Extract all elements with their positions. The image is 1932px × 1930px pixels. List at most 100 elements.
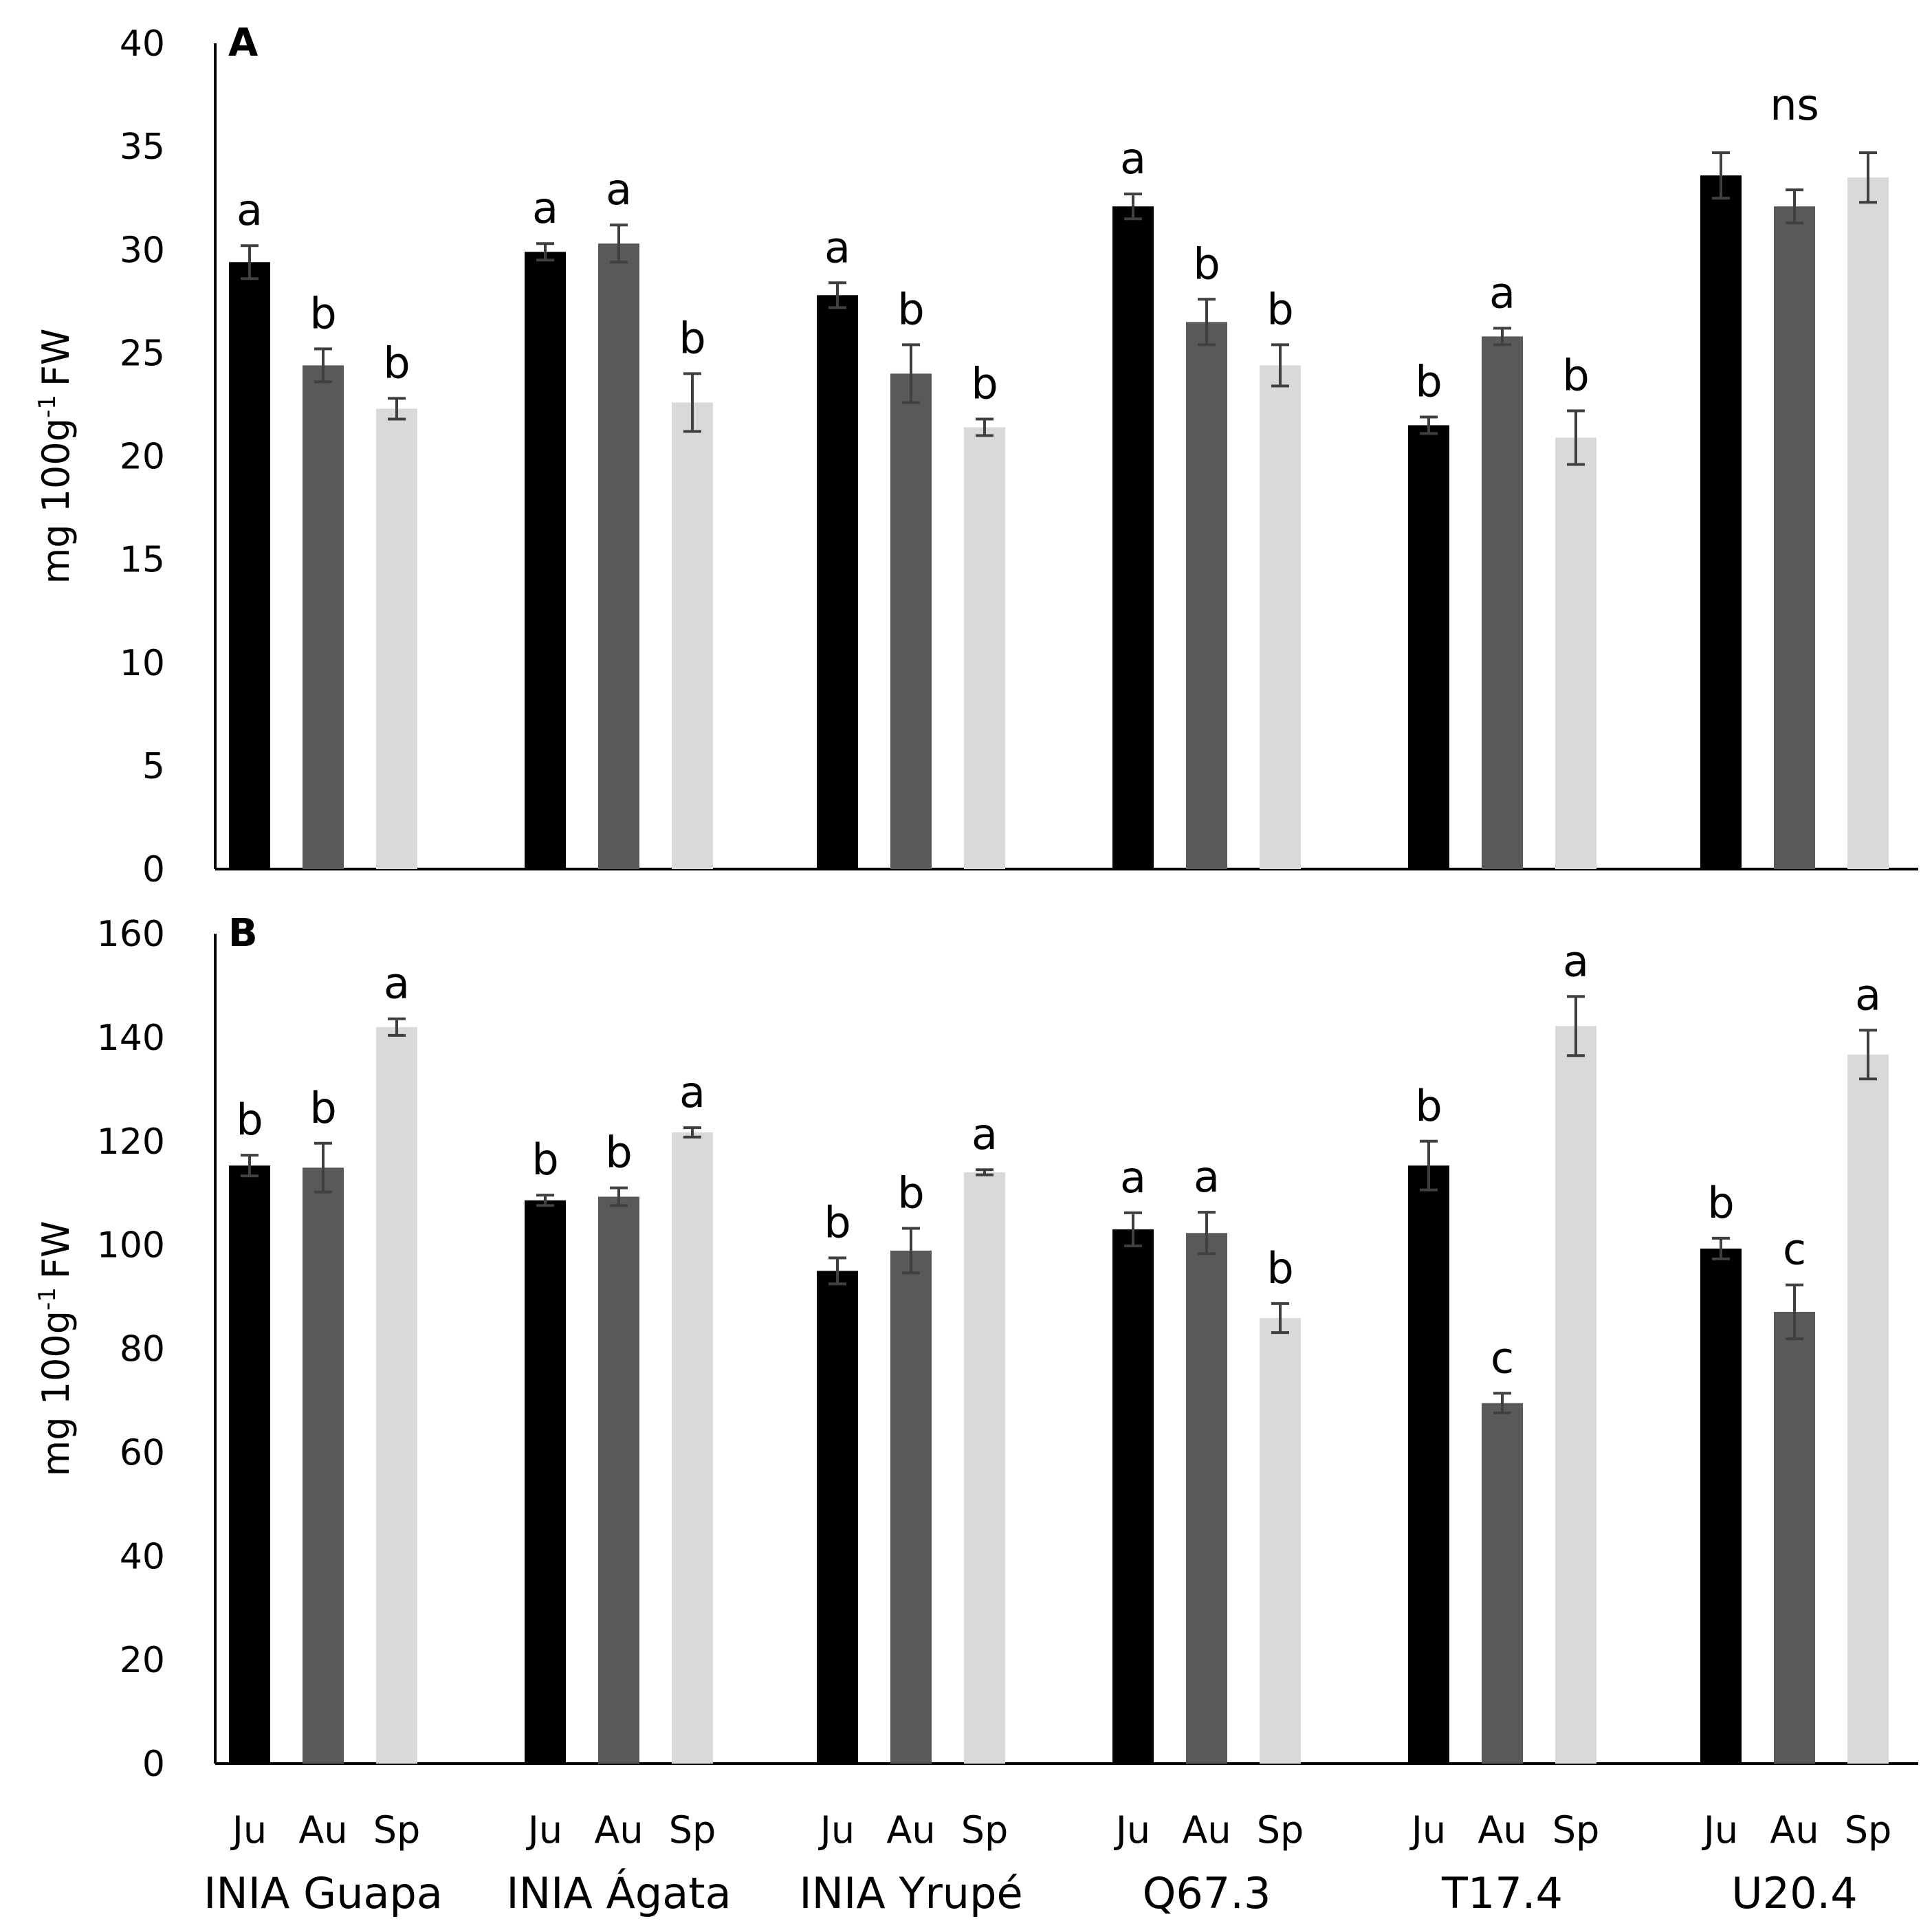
error-bar	[828, 1256, 846, 1286]
bar-ju	[1700, 1248, 1742, 1764]
x-category-label: Ju	[1409, 1808, 1446, 1852]
error-bar	[1198, 298, 1216, 347]
bar-sp	[376, 408, 417, 869]
significance-label: a	[606, 164, 632, 215]
significance-label: a	[1194, 1152, 1220, 1202]
x-category-label: Au	[1478, 1808, 1526, 1852]
significance-label: a	[1855, 969, 1881, 1020]
y-tick-label: 10	[120, 643, 165, 684]
bar-au	[1774, 206, 1815, 869]
significance-label: a	[1489, 267, 1515, 318]
error-bar	[1567, 409, 1585, 466]
error-bar	[388, 397, 406, 421]
significance-label-ns: ns	[1770, 80, 1819, 130]
error-bar	[1124, 1211, 1142, 1248]
error-bar	[1198, 1211, 1216, 1255]
y-axis-label-sup: -1	[34, 395, 61, 418]
bar-sp	[1260, 365, 1301, 869]
x-category-label: Sp	[1257, 1808, 1304, 1852]
x-category-label: Au	[594, 1808, 643, 1852]
x-category-label: Sp	[373, 1808, 421, 1852]
x-group-label: T17.4	[1441, 1868, 1563, 1918]
error-bar	[1420, 1139, 1438, 1192]
x-category-label: Ju	[1702, 1808, 1738, 1852]
bar-ju	[525, 252, 566, 869]
significance-label: b	[897, 1167, 924, 1218]
significance-label: a	[1120, 133, 1146, 184]
error-bar	[976, 417, 994, 437]
error-bar	[610, 1186, 628, 1207]
significance-label: b	[309, 288, 336, 338]
error-bar	[610, 223, 628, 264]
error-bar	[1567, 995, 1585, 1057]
significance-label: b	[309, 1083, 336, 1133]
bar-au	[303, 1167, 344, 1764]
significance-label: a	[972, 1109, 998, 1159]
bar-au	[1774, 1311, 1815, 1764]
x-category-label: Sp	[1552, 1808, 1600, 1852]
y-tick-label: 20	[120, 1640, 165, 1681]
y-axis-label-sup: -1	[34, 1287, 61, 1311]
bar-au	[598, 1196, 639, 1764]
x-group-label: U20.4	[1731, 1868, 1857, 1918]
bar-sp	[1260, 1317, 1301, 1764]
bar-ju	[1408, 425, 1449, 869]
error-bar	[536, 242, 554, 262]
y-tick-label: 15	[120, 540, 165, 581]
x-category-label: Ju	[230, 1808, 267, 1852]
error-bar	[976, 1168, 994, 1176]
significance-label: b	[605, 1128, 632, 1178]
y-axis-label-unit: FW	[34, 329, 78, 386]
y-tick-label: 80	[120, 1329, 165, 1370]
y-tick-label: 120	[97, 1121, 165, 1163]
bar-au	[1482, 1403, 1523, 1764]
bar-sp	[672, 1132, 713, 1764]
significance-label: a	[1120, 1152, 1146, 1203]
error-bar	[1124, 193, 1142, 221]
y-tick-label: 100	[97, 1225, 165, 1266]
y-tick-label: 25	[120, 333, 165, 374]
significance-label: c	[1491, 1333, 1514, 1383]
x-category-label: Au	[1182, 1808, 1231, 1852]
significance-label: a	[679, 1067, 705, 1117]
error-bar	[241, 1154, 259, 1178]
bar-au	[598, 243, 639, 869]
x-category-label: Au	[298, 1808, 347, 1852]
x-category-label: Ju	[818, 1808, 855, 1852]
error-bar	[314, 347, 332, 384]
bar-au	[303, 365, 344, 869]
y-tick-label: 60	[120, 1432, 165, 1473]
bar-ju	[1700, 175, 1742, 869]
error-bar	[241, 244, 259, 281]
bar-ju	[817, 1271, 858, 1764]
y-tick-label: 35	[120, 127, 165, 168]
bar-au	[890, 1250, 932, 1764]
x-group-label: INIA Guapa	[204, 1868, 443, 1918]
error-bar	[828, 281, 846, 309]
panel-label: A	[228, 21, 259, 65]
significance-label: b	[679, 313, 705, 363]
error-bar	[1786, 188, 1803, 225]
x-group-label: Q67.3	[1143, 1868, 1271, 1918]
error-bar	[536, 1194, 554, 1207]
y-tick-label: 40	[120, 1536, 165, 1577]
significance-label: b	[1562, 350, 1589, 400]
x-category-label: Au	[886, 1808, 935, 1852]
error-bar	[1493, 327, 1511, 347]
error-bar	[683, 1126, 701, 1139]
error-bar	[1420, 415, 1438, 435]
bar-au	[1186, 322, 1227, 869]
y-tick-label: 160	[97, 914, 165, 955]
significance-label: b	[1193, 239, 1220, 289]
error-bar	[1786, 1283, 1803, 1341]
significance-label: b	[1266, 1243, 1293, 1293]
bar-ju	[229, 1165, 270, 1764]
bar-sp	[964, 1172, 1005, 1764]
significance-label: b	[971, 358, 998, 408]
bar-au	[890, 373, 932, 869]
significance-label: b	[897, 284, 924, 334]
y-axis-label-main: mg 100g	[34, 1311, 78, 1476]
y-tick-label: 0	[142, 1744, 165, 1785]
significance-label: c	[1783, 1225, 1806, 1275]
